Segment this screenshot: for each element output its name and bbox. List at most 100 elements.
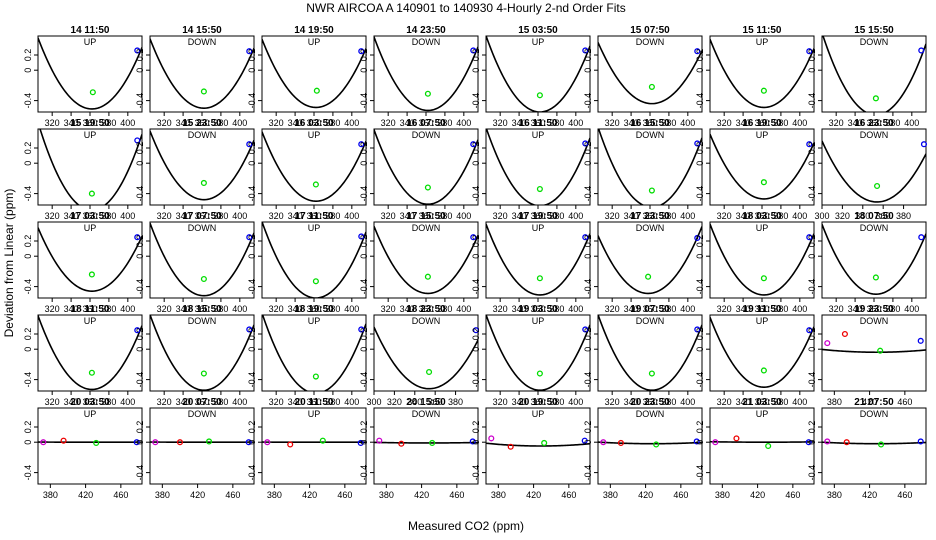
x-tick-label: 420 bbox=[78, 490, 93, 500]
panel-title: 16 07:50 bbox=[406, 118, 446, 129]
y-tick-label: 0 bbox=[807, 254, 817, 259]
panel-frame bbox=[709, 407, 815, 485]
x-tick-label: 320 bbox=[717, 211, 732, 221]
panel-direction: DOWN bbox=[188, 223, 217, 233]
y-tick-label: 0.2 bbox=[359, 421, 369, 434]
y-axis-label: Deviation from Linear (ppm) bbox=[2, 189, 16, 338]
data-point-magenta bbox=[824, 340, 831, 347]
panel-title: 16 15:50 bbox=[630, 118, 670, 129]
y-tick-label: 0 bbox=[359, 68, 369, 73]
x-tick-label: 400 bbox=[792, 397, 807, 407]
x-tick-label: 340 bbox=[288, 118, 303, 128]
fit-curve bbox=[486, 223, 590, 296]
x-tick-label: 400 bbox=[456, 304, 471, 314]
fit-curve bbox=[710, 133, 814, 200]
x-tick-label: 400 bbox=[680, 304, 695, 314]
x-tick-label: 340 bbox=[736, 118, 751, 128]
y-tick-label: 0 bbox=[695, 440, 705, 445]
panel-title: 20 11:50 bbox=[295, 397, 334, 408]
y-tick-label: 0.2 bbox=[583, 328, 593, 341]
y-tick-label: 0 bbox=[23, 440, 33, 445]
x-tick-label: 380 bbox=[325, 397, 340, 407]
panel-direction: UP bbox=[308, 316, 321, 326]
y-tick-label: -0.4 bbox=[135, 186, 145, 202]
panel-direction: UP bbox=[756, 316, 769, 326]
x-tick-label: 300 bbox=[366, 397, 381, 407]
x-tick-label: 320 bbox=[717, 118, 732, 128]
x-tick-label: 400 bbox=[232, 211, 247, 221]
panel-frame bbox=[261, 407, 367, 485]
fit-curve bbox=[374, 129, 478, 205]
panel-title: 18 07:50 bbox=[854, 211, 894, 222]
data-point-green bbox=[93, 439, 100, 447]
x-tick-label: 360 bbox=[530, 397, 545, 407]
x-tick-label: 460 bbox=[561, 490, 576, 500]
x-tick-label: 360 bbox=[194, 304, 209, 314]
y-tick-label: 0.2 bbox=[695, 49, 705, 62]
y-tick-label: -0.4 bbox=[471, 372, 481, 388]
panel-direction: UP bbox=[756, 37, 769, 47]
x-tick-label: 360 bbox=[194, 211, 209, 221]
panel-direction: UP bbox=[84, 409, 97, 419]
x-tick-label: 420 bbox=[638, 490, 653, 500]
panel-title: 20 23:50 bbox=[630, 397, 670, 408]
y-tick-label: -0.4 bbox=[359, 465, 369, 481]
x-tick-label: 320 bbox=[605, 211, 620, 221]
data-point-blue bbox=[917, 438, 924, 445]
x-tick-label: 400 bbox=[568, 118, 583, 128]
panel-direction: UP bbox=[532, 223, 545, 233]
x-tick-label: 400 bbox=[120, 211, 135, 221]
y-tick-label: 0.2 bbox=[807, 142, 817, 155]
x-tick-label: 360 bbox=[642, 118, 657, 128]
data-point-blue bbox=[806, 327, 813, 334]
y-tick-label: -0.4 bbox=[583, 279, 593, 295]
x-tick-label: 380 bbox=[827, 490, 842, 500]
panel-direction: DOWN bbox=[636, 130, 665, 140]
y-tick-label: 0 bbox=[359, 347, 369, 352]
y-tick-label: 0.2 bbox=[471, 328, 481, 341]
y-tick-label: -0.4 bbox=[23, 93, 33, 109]
x-tick-label: 360 bbox=[642, 211, 657, 221]
y-tick-label: 0 bbox=[247, 254, 257, 259]
fit-curve bbox=[39, 129, 142, 205]
data-point-green bbox=[424, 273, 431, 280]
y-tick-label: 0 bbox=[807, 161, 817, 166]
x-tick-label: 400 bbox=[792, 304, 807, 314]
x-tick-label: 400 bbox=[680, 118, 695, 128]
y-tick-label: 0 bbox=[695, 347, 705, 352]
y-tick-label: 0 bbox=[135, 347, 145, 352]
x-tick-label: 320 bbox=[157, 211, 172, 221]
y-tick-label: -0.4 bbox=[471, 279, 481, 295]
data-point-blue bbox=[134, 234, 141, 241]
x-tick-label: 380 bbox=[325, 118, 340, 128]
data-point-red bbox=[841, 330, 848, 338]
panel-frame bbox=[373, 407, 479, 485]
data-point-red bbox=[617, 439, 624, 447]
panel-title: 18 03:50 bbox=[742, 211, 782, 222]
y-tick-label: 0.2 bbox=[807, 328, 817, 341]
y-tick-label: 0 bbox=[807, 440, 817, 445]
y-tick-label: 0.2 bbox=[807, 49, 817, 62]
data-point-green bbox=[645, 273, 652, 280]
panel-title: 14 11:50 bbox=[71, 25, 110, 36]
data-point-blue bbox=[470, 234, 477, 241]
x-tick-label: 360 bbox=[194, 118, 209, 128]
data-point-blue bbox=[582, 140, 589, 147]
data-point-magenta bbox=[40, 439, 47, 446]
x-tick-label: 380 bbox=[101, 211, 116, 221]
panel-direction: UP bbox=[84, 37, 97, 47]
x-tick-label: 380 bbox=[549, 118, 564, 128]
fit-curve bbox=[710, 317, 814, 388]
data-point-green bbox=[200, 179, 207, 187]
x-tick-label: 380 bbox=[773, 118, 788, 128]
y-tick-label: 0 bbox=[471, 161, 481, 166]
y-tick-label: 0.2 bbox=[135, 142, 145, 155]
data-point-magenta bbox=[824, 438, 831, 445]
